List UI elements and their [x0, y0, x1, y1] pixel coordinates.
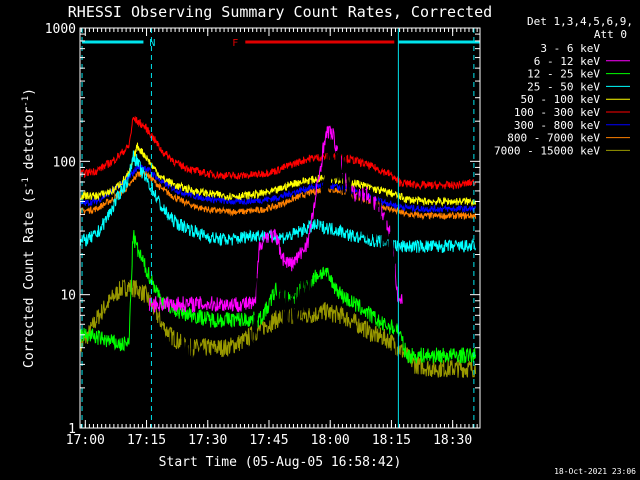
- x-tick-label: 17:15: [127, 433, 166, 448]
- legend-label: 800 - 7000 keV: [507, 132, 600, 145]
- y-axis-label-part: ): [22, 88, 37, 96]
- y-axis-label-sup: -1: [21, 96, 31, 107]
- timestamp: 18-Oct-2021 23:06: [554, 467, 636, 476]
- series-line: [80, 142, 477, 207]
- series-group: [80, 116, 477, 428]
- axes: 17:00 17:15 17:30 17:45 18:00 18:15 18:30 1 10 10…: [45, 22, 481, 448]
- y-axis-label-part: detector: [22, 107, 37, 178]
- y-axis-label: Corrected Count Rate (s-1 detector-1): [21, 88, 37, 368]
- legend-label: 25 - 50 keV: [527, 80, 600, 93]
- x-tick-label: 18:15: [372, 433, 411, 448]
- plot-frame: [79, 27, 481, 429]
- flag-label: N: [149, 38, 155, 49]
- legend-label: 100 - 300 keV: [514, 106, 600, 119]
- x-tick-label: 17:00: [66, 433, 105, 448]
- series-line: [148, 125, 403, 313]
- y-tick-label: 1000: [45, 22, 76, 37]
- x-tick-label: 18:30: [433, 433, 472, 448]
- legend-label: 3 - 6 keV: [540, 42, 600, 55]
- x-tick-label: 17:30: [188, 433, 227, 448]
- legend-label: 50 - 100 keV: [521, 93, 601, 106]
- x-tick-label: 18:00: [311, 433, 350, 448]
- x-tick-label: 17:45: [249, 433, 288, 448]
- series-line: [80, 134, 399, 428]
- legend-header-line: Det 1,3,4,5,6,9,: [527, 15, 633, 28]
- y-tick-label: 1: [68, 422, 76, 437]
- legend-label: 300 - 800 keV: [514, 119, 600, 132]
- y-axis-label-part: Corrected Count Rate (s: [22, 188, 37, 368]
- flag-label: F: [232, 38, 238, 49]
- y-axis-label-sup: -1: [21, 177, 31, 188]
- chart-title: RHESSI Observing Summary Count Rates, Co…: [68, 3, 492, 21]
- legend-label: 7000 - 15000 keV: [494, 144, 600, 157]
- y-tick-label: 100: [53, 155, 76, 170]
- series-line: [80, 169, 477, 221]
- legend-label: 12 - 25 keV: [527, 68, 600, 81]
- y-tick-label: 10: [60, 289, 76, 304]
- legend-label: 6 - 12 keV: [534, 55, 601, 68]
- x-axis-label: Start Time (05-Aug-05 16:58:42): [159, 455, 402, 470]
- series-line: [80, 164, 477, 214]
- plot-area: [80, 116, 477, 428]
- legend-header-line: Att 0: [594, 28, 627, 41]
- series-line: [80, 116, 477, 191]
